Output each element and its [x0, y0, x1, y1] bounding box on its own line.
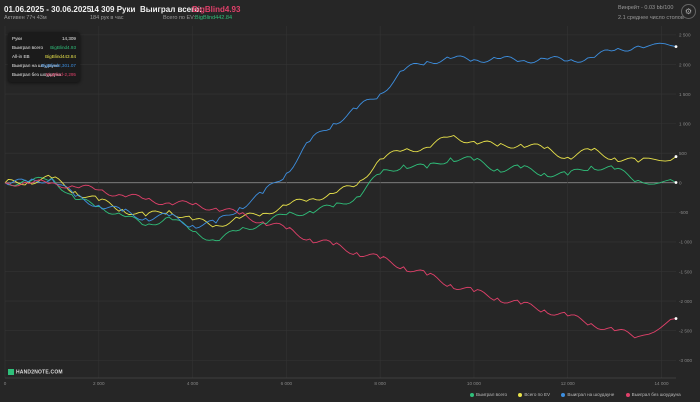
hover-tooltip: Руки 14,309 Выиграл всего BigBlind4.93 A…: [8, 32, 80, 82]
y-tick-label: 0: [679, 181, 682, 186]
legend-item-non-showdown[interactable]: Выиграл без шоудауна: [625, 392, 681, 397]
series-line-2: [4, 42, 677, 229]
y-tick-label: -500: [679, 210, 689, 215]
winrate: Винрейт - 0.03 bb/100: [618, 5, 674, 11]
y-tick-label: -1 500: [679, 269, 692, 274]
series-end-point-2: [674, 45, 678, 49]
y-tick-label: 500: [679, 151, 687, 156]
tooltip-value: BigBlind4.93: [50, 45, 76, 50]
hand2note-logo: HAND2NOTE.COM: [8, 369, 63, 375]
x-tick-label: 12 000: [561, 381, 575, 386]
tooltip-key: Выиграл на шоудауне: [12, 63, 59, 68]
y-tick-label: -2 500: [679, 328, 692, 333]
chart-lines: [4, 42, 678, 339]
y-tick-label: -1 000: [679, 240, 692, 245]
x-tick-label: 4 000: [187, 381, 199, 386]
tooltip-row-hands: Руки 14,309: [12, 36, 76, 43]
tooltip-key: All-in EB: [12, 54, 30, 59]
ev-total-label: Всего по EV:: [163, 15, 196, 21]
y-tick-label: -3 000: [679, 358, 692, 363]
series-line-1: [4, 135, 677, 228]
legend-label: Выиграл всего: [476, 392, 508, 397]
tooltip-row-showdown: Выиграл на шоудауне BigBlind2,301.07: [12, 63, 76, 70]
logo-mark-icon: [8, 369, 14, 375]
tooltip-value: 14,309: [61, 36, 76, 41]
active-time: Активен 77ч 43м: [4, 15, 47, 21]
tooltip-row-won: Выиграл всего BigBlind4.93: [12, 45, 76, 52]
x-tick-label: 0: [4, 381, 7, 386]
series-end-point-3: [674, 317, 678, 320]
legend-item-showdown[interactable]: Выиграл на шоудауне: [561, 392, 614, 397]
x-tick-label: 2 000: [93, 381, 105, 386]
tooltip-key: Выиграл всего: [12, 45, 44, 50]
y-tick-label: -2 000: [679, 299, 692, 304]
header: 01.06.2025 - 30.06.2025 Активен 77ч 43м …: [0, 0, 700, 26]
legend-dot-icon: [561, 392, 566, 397]
chart-axes: 2 500 2 000 1 500 1 000 500 0 -500 -1 000 -1 500…: [4, 33, 693, 386]
x-tick-label: 6 000: [281, 381, 293, 386]
tooltip-value: BigBlind2,301.07: [41, 63, 76, 68]
hands-count: 14 309 Руки: [90, 5, 136, 14]
tooltip-value: BigBlind443.84: [45, 54, 76, 59]
legend-label: Всего по EV: [524, 392, 551, 397]
x-tick-label: 10 000: [467, 381, 481, 386]
y-tick-label: 1 000: [679, 121, 691, 126]
legend-label: Выиграл без шоудауна: [631, 392, 681, 397]
legend-item-ev[interactable]: Всего по EV: [518, 392, 550, 397]
y-tick-label: 2 500: [679, 33, 691, 38]
logo-text: HAND2NOTE.COM: [16, 369, 63, 376]
tooltip-key: Руки: [12, 36, 22, 41]
y-tick-label: 1 500: [679, 92, 691, 97]
legend-dot-icon: [470, 392, 474, 397]
y-tick-label: 2 000: [679, 62, 691, 67]
won-total-label: Выиграл всего:: [140, 5, 202, 14]
series-end-point-1: [674, 155, 678, 158]
series-end-point-0: [674, 181, 678, 184]
series-line-0: [4, 156, 677, 242]
tooltip-row-non-showdown: Выиграл без шоудауна BigBlind-2,295: [12, 72, 76, 79]
legend-label: Выиграл на шоудауне: [567, 392, 615, 397]
chart-legend: Выиграл всего Всего по EV Выиграл на шоу…: [470, 392, 691, 397]
legend-dot-icon: [518, 392, 523, 397]
legend-item-won[interactable]: Выиграл всего: [470, 392, 507, 397]
hands-per-hour: 184 рук в час: [90, 15, 124, 21]
series-line-3: [4, 179, 677, 339]
x-tick-label: 14 000: [654, 381, 668, 386]
date-range[interactable]: 01.06.2025 - 30.06.2025: [4, 5, 92, 14]
chart-grid: [4, 26, 676, 378]
won-total-value: BigBlind4.93: [192, 5, 241, 14]
avg-tables: 2.1 среднее число столов: [618, 15, 684, 21]
legend-dot-icon: [625, 392, 630, 397]
x-tick-label: 8 000: [374, 381, 386, 386]
tooltip-row-allin-ev: All-in EB BigBlind443.84: [12, 54, 76, 61]
settings-gear-icon[interactable]: ⚙: [681, 4, 696, 19]
tooltip-key: Выиграл без шоудауна: [12, 72, 61, 77]
ev-total-value: BigBlind442.84: [195, 15, 233, 21]
tooltip-value: BigBlind-2,295: [46, 72, 76, 77]
